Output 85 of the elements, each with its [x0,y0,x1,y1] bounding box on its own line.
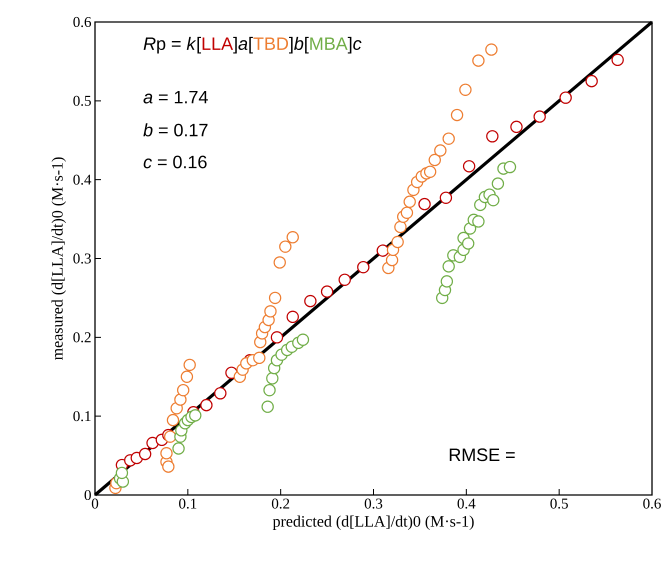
annotation: a = 1.74 [144,90,208,104]
point [263,384,276,396]
point [450,108,464,122]
point [386,254,398,266]
x-axis-title: predicted (d[LLA]/dt)0 (M·s-1) [272,516,474,530]
y-tick-label: 0.4 [73,174,92,185]
point [253,352,266,364]
point [418,198,431,210]
y-tick-label: 0.1 [73,411,91,422]
annotation: ]c [348,36,362,54]
annotation: ]b[ [289,36,309,54]
point [462,237,474,250]
point [357,260,370,274]
point [487,194,500,206]
point [214,387,227,400]
y-tick-label: 0.5 [73,96,91,106]
point [400,206,414,219]
point [160,447,173,460]
point [440,275,454,288]
x-tick-label: 0.4 [458,498,476,509]
point [180,370,194,383]
y-axis-title: measured (d[LLA]/dt)0 (M·s-1) [52,157,66,360]
point [472,54,485,67]
point [611,54,624,66]
x-tick-label: 0 [92,498,98,509]
x-tick-label: 0.6 [643,498,661,509]
point [200,398,213,412]
point [459,84,472,96]
point [338,274,351,286]
point [510,120,523,134]
y-tick-label: 0.3 [73,253,91,264]
y-tick-label: 0.2 [73,332,91,342]
point [492,177,504,190]
point [394,220,407,234]
point [286,310,299,324]
point [428,154,441,166]
point [533,110,546,123]
point [472,215,485,228]
point [304,294,317,308]
annotation: p = k[ [157,36,202,54]
x-tick-label: 0.5 [550,498,568,509]
annotation: R [144,37,156,50]
point [585,74,598,88]
point [320,285,334,298]
point [183,358,196,372]
point [559,91,572,104]
point [138,448,152,460]
annotation: b = 0.17 [143,123,208,136]
point [462,160,476,172]
text: LLA [202,37,234,50]
point [504,160,516,174]
x-tick-label: 0.1 [179,498,196,509]
point [264,305,277,318]
point [270,331,284,344]
point [162,460,175,473]
point [189,409,202,422]
point [486,130,499,143]
annotation: c = 0.16 [144,156,207,168]
annotation: RMSE = [450,448,515,462]
point [268,292,282,304]
point [166,414,180,426]
point [442,132,455,145]
point [176,384,190,396]
point [286,231,299,244]
annotation: ]a[ [233,36,253,54]
point [434,144,447,157]
x-tick-label: 0.3 [364,498,382,509]
point [440,192,452,204]
point [485,43,498,56]
point [116,466,128,480]
y-tick-label: 0.6 [73,16,92,28]
point [376,244,389,257]
text: MBA [310,37,348,50]
point [274,256,286,269]
point [424,166,436,178]
point [172,442,185,455]
point [279,240,292,253]
x-tick-label: 0.2 [272,498,290,509]
text: TBD [253,37,288,50]
y-tick-label: 0 [84,490,91,500]
point [442,260,455,273]
point [261,400,274,413]
point [391,236,404,248]
point [404,196,416,208]
point [296,334,310,346]
